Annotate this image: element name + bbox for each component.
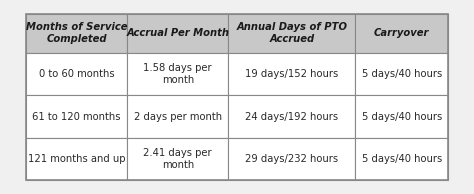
Bar [356,14,448,53]
Bar [127,95,228,138]
Text: 5 days/40 hours: 5 days/40 hours [362,112,442,122]
Text: 2 days per month: 2 days per month [134,112,222,122]
Bar [356,53,448,95]
Bar [228,53,356,95]
Text: 5 days/40 hours: 5 days/40 hours [362,69,442,79]
Text: Carryover: Carryover [374,28,429,38]
Text: 0 to 60 months: 0 to 60 months [39,69,114,79]
Text: 24 days/192 hours: 24 days/192 hours [246,112,338,122]
Bar [356,138,448,180]
Bar [127,14,228,53]
Bar [127,53,228,95]
Text: 121 months and up: 121 months and up [28,154,126,164]
Text: 19 days/152 hours: 19 days/152 hours [245,69,338,79]
Bar [228,95,356,138]
Text: 2.41 days per
month: 2.41 days per month [144,148,212,170]
Bar [356,95,448,138]
Bar [26,95,127,138]
Text: 1.58 days per
month: 1.58 days per month [144,63,212,85]
Text: 29 days/232 hours: 29 days/232 hours [246,154,338,164]
Bar [26,14,127,53]
Bar [228,14,356,53]
Text: Months of Service
Completed: Months of Service Completed [26,22,128,44]
Text: Annual Days of PTO
Accrued: Annual Days of PTO Accrued [237,22,347,44]
Text: 61 to 120 months: 61 to 120 months [32,112,121,122]
Text: Accrual Per Month: Accrual Per Month [126,28,229,38]
Bar [127,138,228,180]
Bar [26,14,448,180]
Bar [228,138,356,180]
Text: 5 days/40 hours: 5 days/40 hours [362,154,442,164]
Bar [26,138,127,180]
Bar [26,53,127,95]
